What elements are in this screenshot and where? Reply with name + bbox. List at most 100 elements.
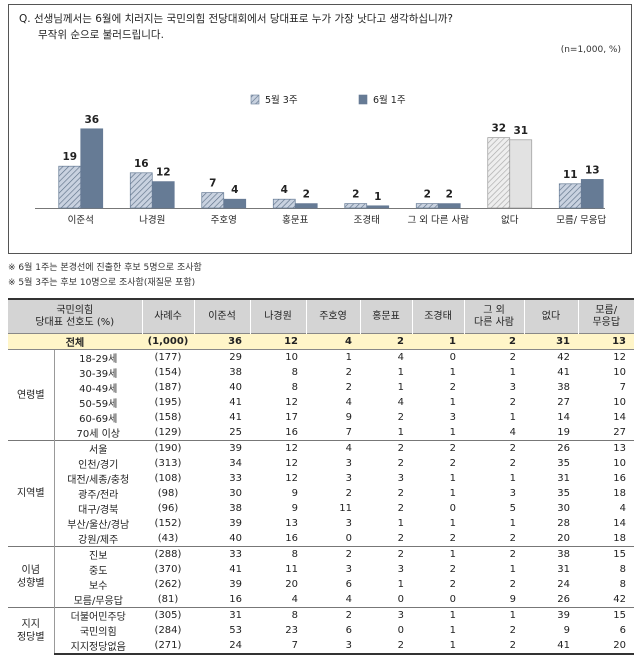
row-value-5: 1 (412, 638, 464, 655)
row-value-3: 7 (345, 427, 352, 438)
group-label-3: 이념 성향별 (8, 546, 55, 608)
row-value-6: 2 (509, 579, 516, 590)
row-value-7: 38 (557, 382, 570, 393)
total-value-3: 4 (306, 333, 360, 350)
row-value-2: 12 (250, 440, 306, 456)
table-row: 50-59세 (195) 41 12 4 4 1 2 27 10 (8, 395, 634, 410)
row-label: 70세 이상 (76, 429, 120, 440)
row-count: (154) (154, 367, 182, 378)
row-value-8: 20 (578, 638, 634, 655)
row-value-1: 38 (229, 367, 242, 378)
row-value-6: 1 (509, 473, 516, 484)
row-value-8: 7 (619, 382, 626, 393)
row-value-4: 1 (397, 367, 404, 378)
row-value-8: 16 (613, 473, 626, 484)
row-count: (370) (154, 564, 182, 575)
row-value-3: 1 (306, 349, 360, 365)
row-count: (81) (157, 594, 179, 605)
row-count: (190) (142, 440, 194, 456)
row-value-3: 2 (345, 382, 352, 393)
row-value-4: 3 (360, 607, 412, 623)
row-value-8: 14 (613, 518, 626, 529)
row-value-5: 1 (449, 367, 456, 378)
row-label: 인천/경기 (78, 460, 119, 471)
row-value-3: 3 (345, 518, 352, 529)
row-value-6: 9 (509, 594, 516, 605)
bar-2-5 (366, 205, 390, 209)
row-value-2: 12 (285, 458, 298, 469)
row-value-2: 7 (250, 638, 306, 655)
table-row: 70세 이상 (129) 25 16 7 1 1 4 19 27 (8, 425, 634, 441)
row-value-2: 23 (285, 625, 298, 636)
row-label: 국민의힘 (79, 627, 117, 638)
category-label-8: 모름/ 무응답 (556, 214, 606, 226)
row-label: 광주/전라 (78, 490, 119, 501)
row-value-5: 0 (412, 349, 464, 365)
group-label-2: 지역별 (8, 440, 55, 547)
row-value-3: 2 (345, 367, 352, 378)
row-value-6: 2 (464, 349, 524, 365)
row-count: (108) (154, 473, 182, 484)
data-label-1-4: 4 (281, 184, 288, 196)
category-label-1: 이준석 (68, 215, 94, 226)
row-value-2: 13 (285, 518, 298, 529)
row-label: 50-59세 (79, 399, 118, 410)
row-value-6: 1 (509, 412, 516, 423)
group-label-1: 연령별 (8, 349, 55, 441)
row-value-8: 14 (613, 412, 626, 423)
row-label: 서울 (54, 440, 142, 456)
table-row: 60-69세 (158) 41 17 9 2 3 1 14 14 (8, 410, 634, 425)
table-row: 강원/제주 (43) 40 16 0 2 2 2 20 18 (8, 531, 634, 547)
row-value-2: 12 (285, 473, 298, 484)
column-header-8: 없다 (523, 299, 578, 334)
row-value-5: 1 (449, 625, 456, 636)
row-value-8: 10 (613, 397, 626, 408)
row-value-2: 16 (285, 427, 298, 438)
category-label-7: 없다 (501, 214, 519, 226)
row-value-8: 13 (578, 440, 634, 456)
data-label-1-8: 11 (563, 169, 578, 181)
row-value-1: 39 (194, 440, 250, 456)
row-value-8: 15 (578, 607, 634, 623)
row-value-1: 34 (229, 458, 242, 469)
category-label-3: 주호영 (211, 215, 237, 226)
total-value-8: 13 (578, 333, 634, 350)
category-label-4: 홍문표 (282, 214, 308, 226)
row-value-7: 20 (557, 533, 570, 544)
row-value-6: 2 (464, 440, 524, 456)
row-value-8: 12 (578, 349, 634, 365)
row-value-2: 16 (285, 533, 298, 544)
table-row: 지역별 서울 (190) 39 12 4 2 2 2 26 13 (8, 440, 634, 547)
row-value-2: 11 (285, 564, 298, 575)
bar-1-7 (487, 137, 511, 209)
row-value-1: 40 (229, 533, 242, 544)
row-value-5: 1 (412, 546, 464, 562)
row-value-3: 9 (345, 412, 352, 423)
total-value-7: 31 (524, 333, 578, 350)
row-value-4: 1 (397, 518, 404, 529)
bar-1-5 (344, 203, 368, 209)
row-value-7: 26 (524, 440, 578, 456)
row-value-2: 4 (291, 594, 298, 605)
row-value-4: 2 (360, 440, 412, 456)
row-count: (187) (154, 382, 182, 393)
row-value-5: 3 (449, 412, 456, 423)
row-label: 중도 (89, 566, 108, 577)
row-value-2: 9 (291, 503, 298, 514)
question-text: Q. 선생님께서는 6월에 치러지는 국민의힘 전당대회에서 당대표로 누가 가… (19, 13, 453, 25)
row-value-3: 3 (345, 564, 352, 575)
data-label-1-6: 2 (424, 189, 431, 201)
bar-1-6 (415, 203, 439, 209)
row-value-1: 33 (229, 473, 242, 484)
bar-2-3 (223, 198, 247, 209)
row-value-6: 1 (464, 607, 524, 623)
note-2: ※ 5월 3주는 후보 10명으로 조사함(재질문 포함) (8, 278, 196, 288)
row-value-1: 25 (229, 427, 242, 438)
row-value-5: 1 (449, 427, 456, 438)
row-value-3: 3 (345, 473, 352, 484)
row-value-4: 2 (360, 638, 412, 655)
row-value-6: 2 (509, 458, 516, 469)
crosstab-table: 국민의힘 당대표 선호도 (%) 사례수 이준석 나경원 주호영 홍문표 조경태 그 외 다른 사… (8, 298, 634, 655)
data-label-1-5: 2 (352, 189, 359, 201)
row-value-8: 42 (613, 594, 626, 605)
